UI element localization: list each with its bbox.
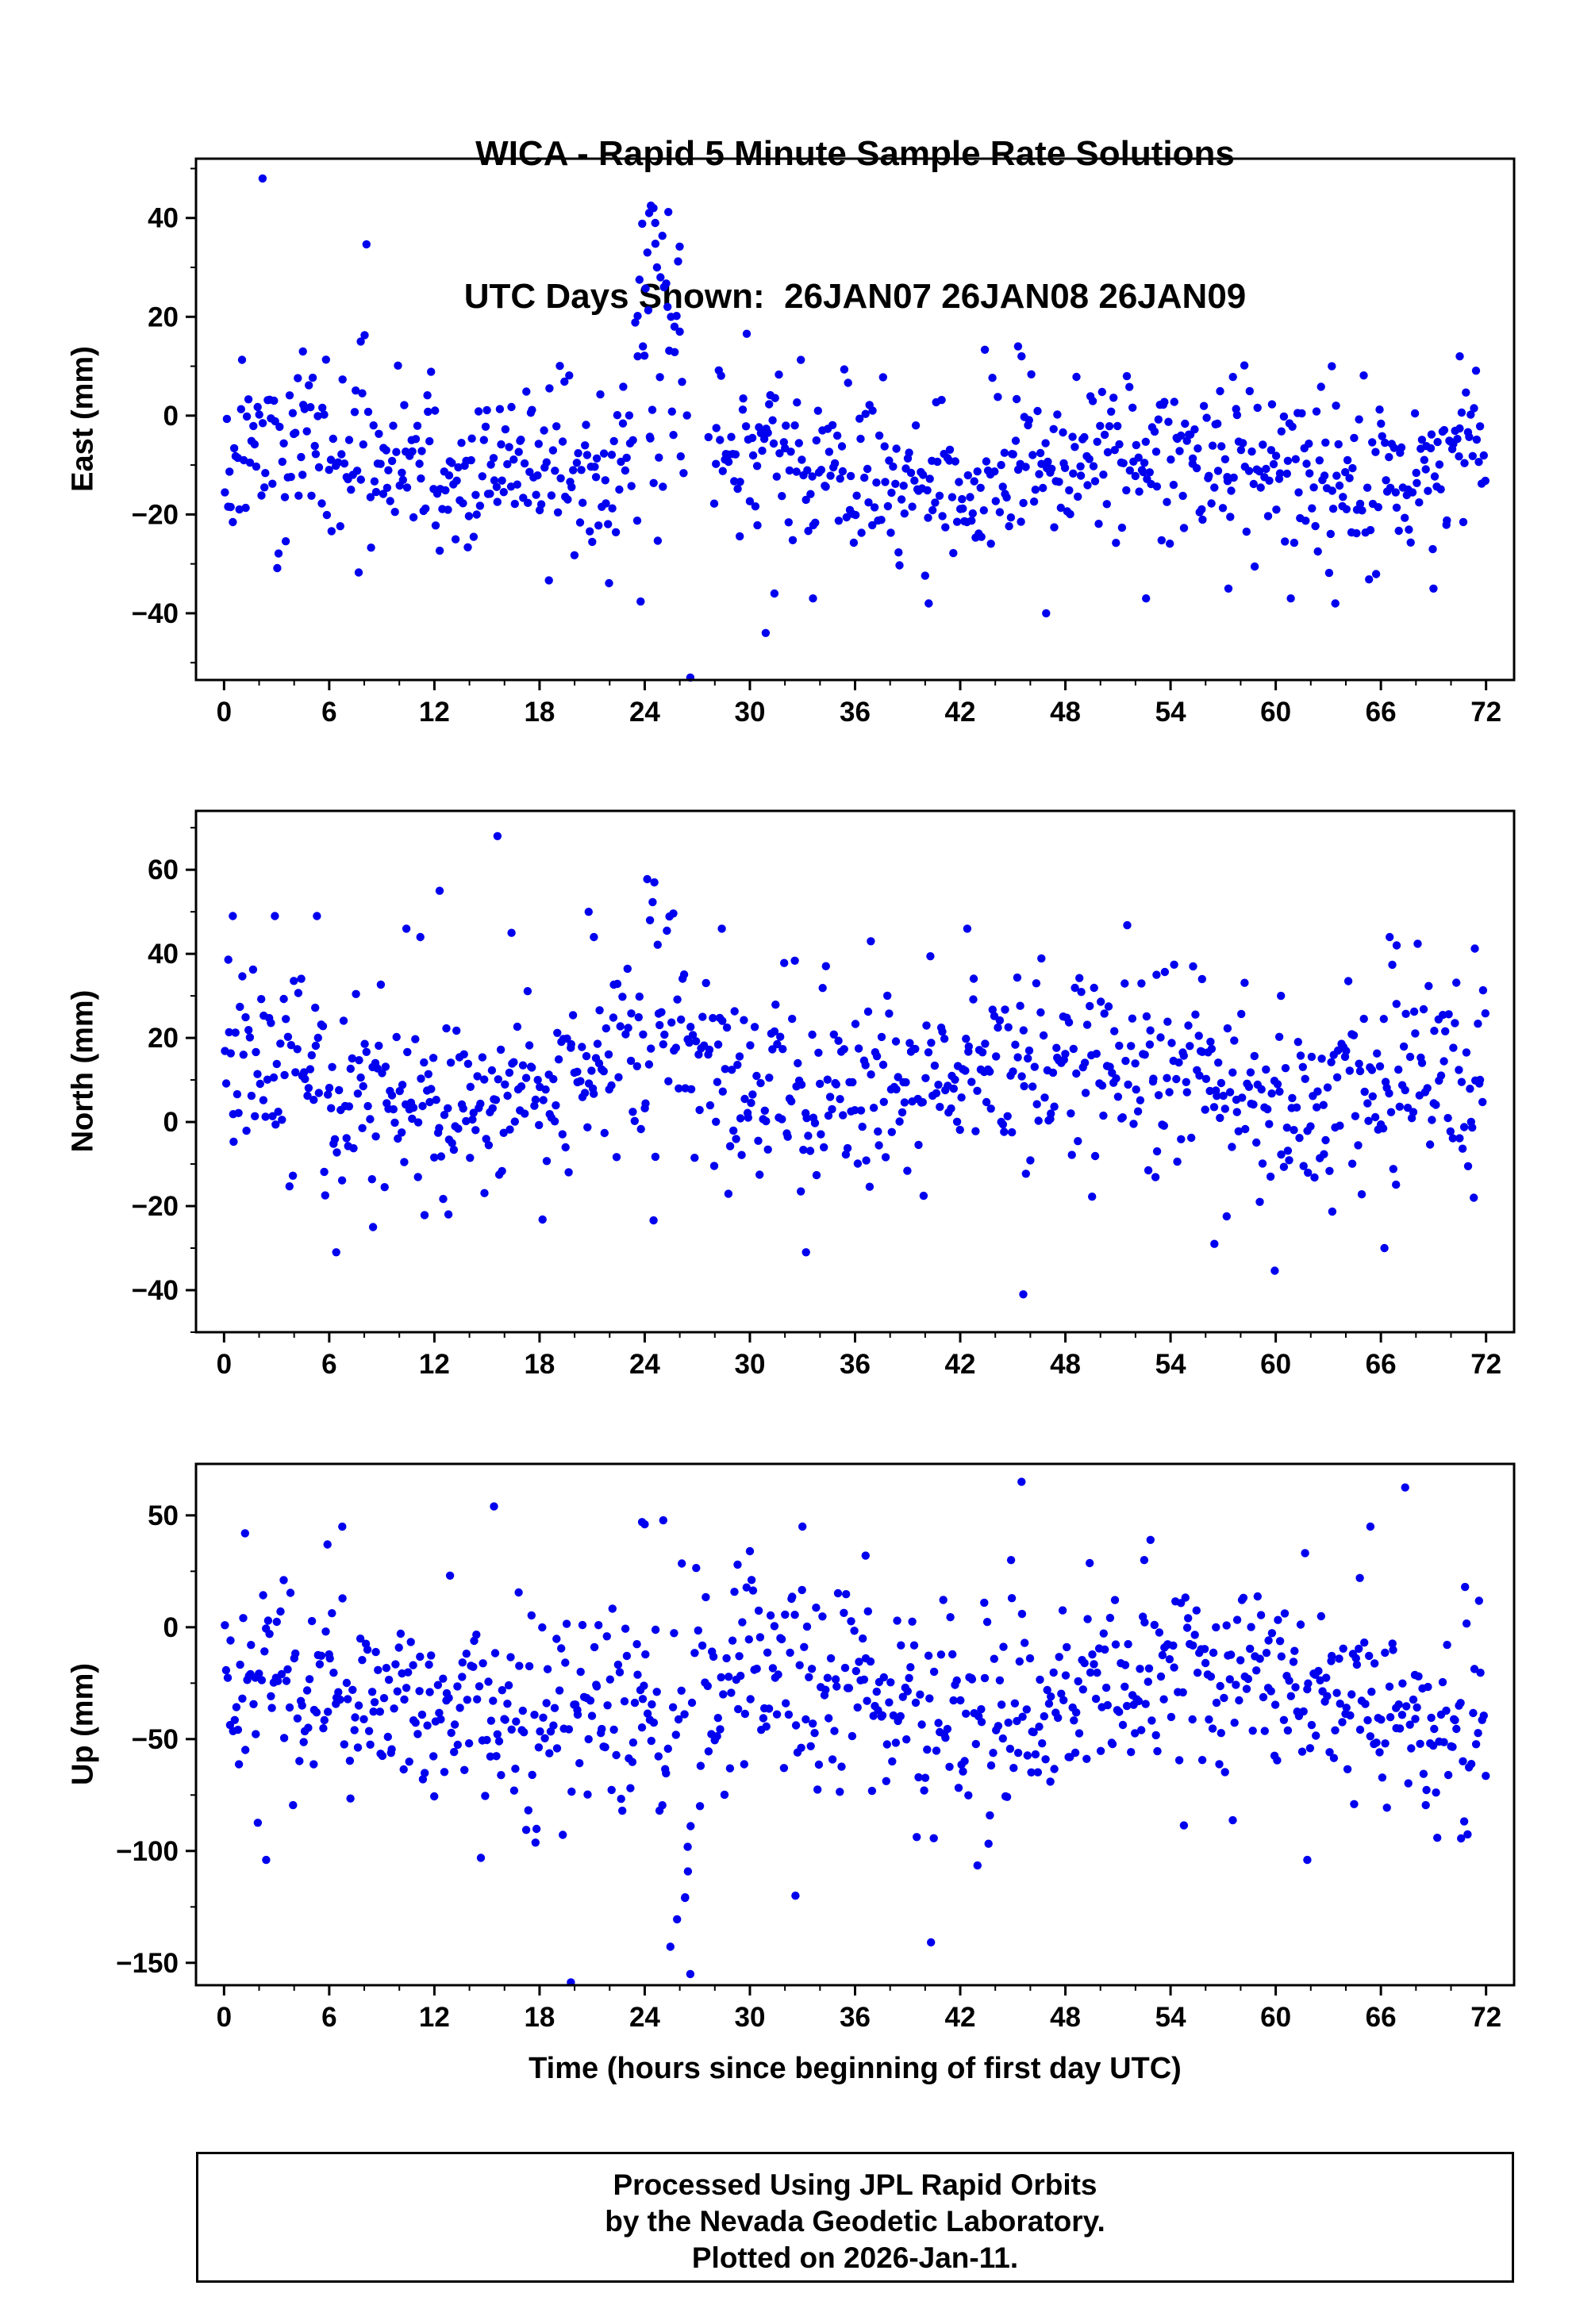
svg-text:66: 66 <box>1366 2002 1397 2033</box>
svg-text:36: 36 <box>840 2002 871 2033</box>
svg-text:0: 0 <box>163 401 179 432</box>
svg-text:24: 24 <box>629 1349 660 1380</box>
svg-text:12: 12 <box>419 2002 450 2033</box>
svg-text:18: 18 <box>524 2002 555 2033</box>
svg-text:54: 54 <box>1155 1349 1186 1380</box>
svg-text:40: 40 <box>148 203 179 234</box>
svg-text:36: 36 <box>840 697 871 728</box>
svg-text:−40: −40 <box>132 1275 179 1306</box>
panel-east: 0 6 12 18 24 30 36 42 48 54 60 66 72 40 20 0 −20 −40 <box>132 157 1516 728</box>
svg-text:12: 12 <box>419 697 450 728</box>
y-axis-label-north: North (mm) <box>66 989 100 1153</box>
svg-text:48: 48 <box>1050 2002 1081 2033</box>
panel-up: 0 6 12 18 24 30 36 42 48 54 60 66 72 50 0 −50 −100 −150 <box>116 1462 1516 2033</box>
svg-text:42: 42 <box>945 697 976 728</box>
footer-box: Processed Using JPL Rapid Orbits by the … <box>196 2152 1514 2283</box>
svg-text:30: 30 <box>735 697 766 728</box>
svg-text:18: 18 <box>524 697 555 728</box>
chart-title-line1: WICA - Rapid 5 Minute Sample Rate Soluti… <box>475 134 1235 173</box>
svg-text:60: 60 <box>148 855 179 885</box>
svg-text:6: 6 <box>321 1349 336 1380</box>
footer-line3: Plotted on 2026-Jan-11. <box>691 2241 1019 2274</box>
svg-text:54: 54 <box>1155 2002 1186 2033</box>
svg-text:60: 60 <box>1260 697 1291 728</box>
svg-text:72: 72 <box>1470 697 1501 728</box>
svg-text:0: 0 <box>163 1612 179 1643</box>
svg-text:0: 0 <box>217 2002 232 2033</box>
svg-text:24: 24 <box>629 697 660 728</box>
svg-text:−50: −50 <box>132 1724 179 1755</box>
svg-text:0: 0 <box>217 697 232 728</box>
svg-text:60: 60 <box>1260 2002 1291 2033</box>
svg-text:48: 48 <box>1050 1349 1081 1380</box>
footer-line2: by the Nevada Geodetic Laboratory. <box>605 2205 1105 2238</box>
svg-text:48: 48 <box>1050 697 1081 728</box>
svg-text:20: 20 <box>148 1023 179 1054</box>
svg-text:72: 72 <box>1470 2002 1501 2033</box>
y-axis-label-up: Up (mm) <box>66 1662 100 1786</box>
x-axis-label: Time (hours since beginning of first day… <box>529 2052 1182 2085</box>
svg-text:24: 24 <box>629 2002 660 2033</box>
svg-text:30: 30 <box>735 1349 766 1380</box>
svg-text:0: 0 <box>163 1107 179 1138</box>
svg-text:−20: −20 <box>132 499 179 530</box>
svg-text:66: 66 <box>1366 1349 1397 1380</box>
chart-title-line2: UTC Days Shown: 26JAN07 26JAN08 26JAN09 <box>463 277 1247 316</box>
svg-text:20: 20 <box>148 302 179 332</box>
svg-text:36: 36 <box>840 1349 871 1380</box>
svg-text:72: 72 <box>1470 1349 1501 1380</box>
svg-text:12: 12 <box>419 1349 450 1380</box>
svg-text:42: 42 <box>945 2002 976 2033</box>
svg-text:66: 66 <box>1366 697 1397 728</box>
svg-text:42: 42 <box>945 1349 976 1380</box>
svg-text:6: 6 <box>321 2002 336 2033</box>
svg-text:50: 50 <box>148 1500 179 1531</box>
svg-text:40: 40 <box>148 939 179 970</box>
svg-text:6: 6 <box>321 697 336 728</box>
svg-text:−20: −20 <box>132 1191 179 1222</box>
svg-text:54: 54 <box>1155 697 1186 728</box>
y-axis-label-east: East (mm) <box>66 346 100 492</box>
chart-title: WICA - Rapid 5 Minute Sample Rate Soluti… <box>196 35 1514 416</box>
footer-line1: Processed Using JPL Rapid Orbits <box>613 2168 1097 2201</box>
svg-text:0: 0 <box>217 1349 232 1380</box>
panel-north: 0 6 12 18 24 30 36 42 48 54 60 66 72 60 40 20 0 −20 −40 <box>132 809 1516 1380</box>
svg-text:−150: −150 <box>116 1948 179 1979</box>
svg-text:30: 30 <box>735 2002 766 2033</box>
svg-text:−40: −40 <box>132 598 179 629</box>
svg-text:60: 60 <box>1260 1349 1291 1380</box>
svg-text:18: 18 <box>524 1349 555 1380</box>
svg-text:−100: −100 <box>116 1836 179 1867</box>
